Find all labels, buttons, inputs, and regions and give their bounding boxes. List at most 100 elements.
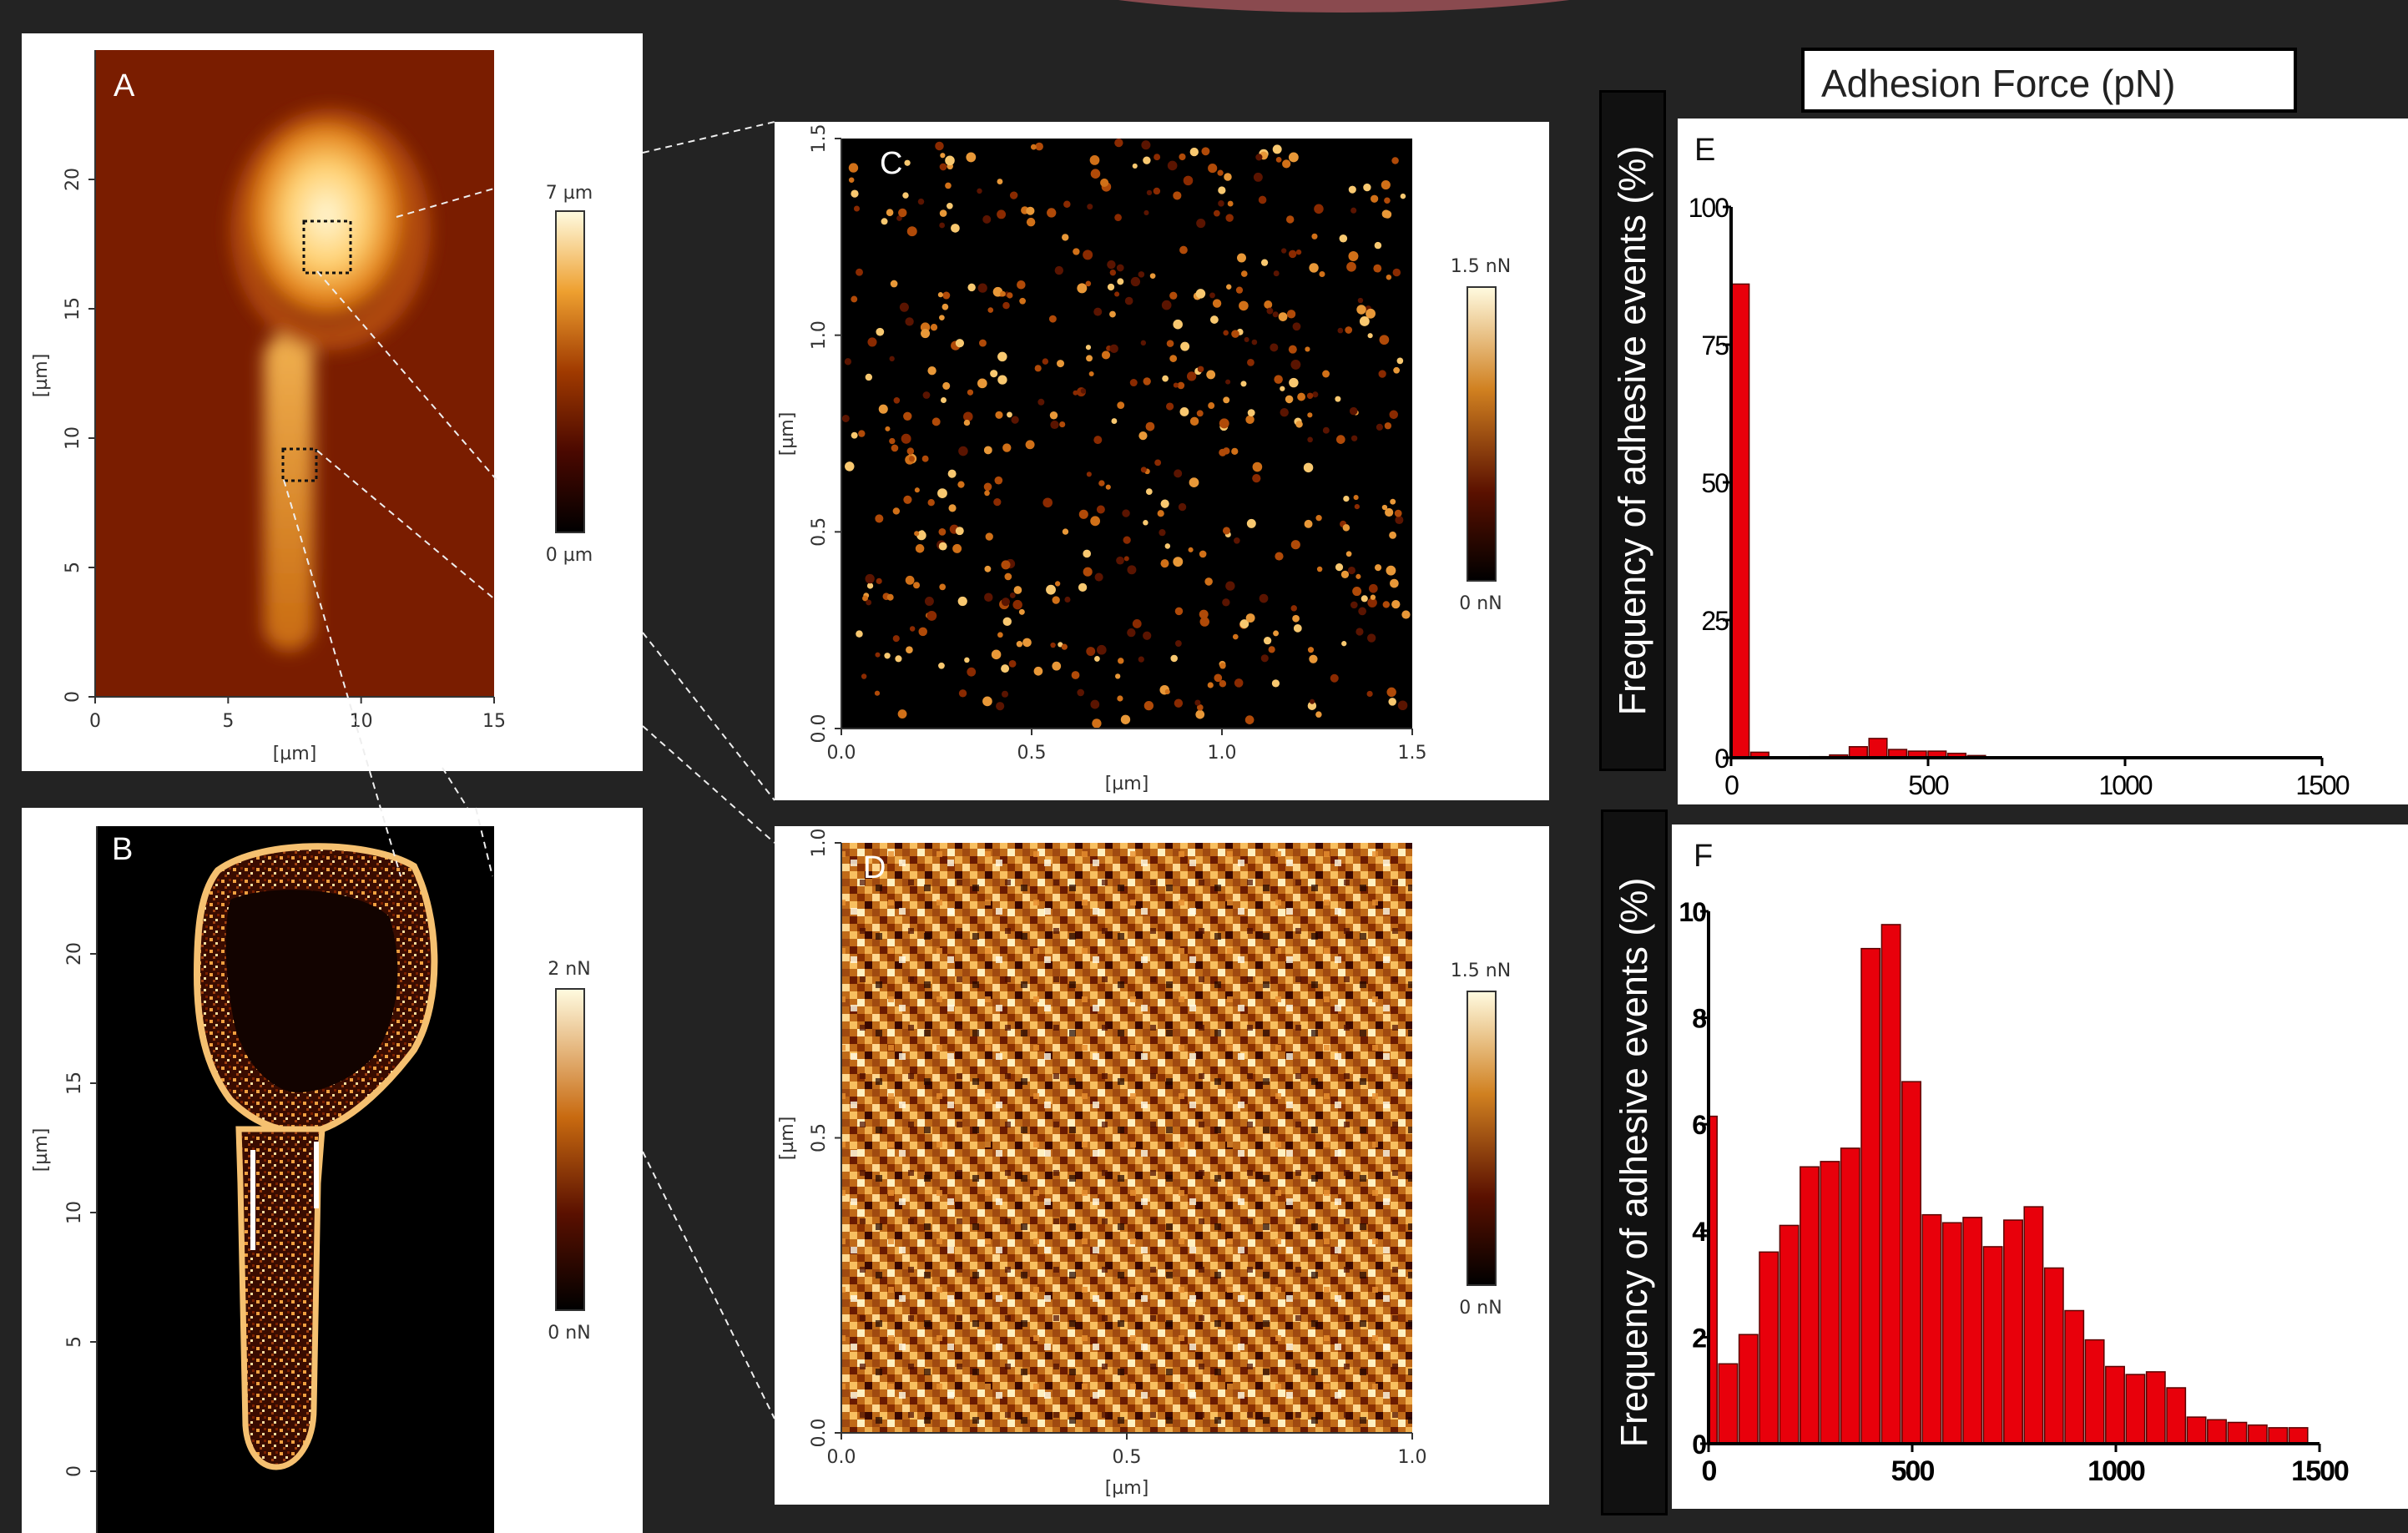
adhesion-point: [957, 481, 965, 488]
adhesion-point: [967, 389, 974, 396]
panel-c-x-tick-label: 1.0: [1208, 743, 1237, 764]
adhesion-point: [1083, 567, 1093, 577]
adhesion-point: [1353, 495, 1359, 501]
panel-c-x-tick-label: 0.0: [827, 743, 856, 764]
panel-a-x-tick-label: 5: [222, 711, 234, 732]
panel-e-y-tick-label: 0: [1714, 744, 1729, 774]
adhesion-point: [1370, 594, 1376, 600]
adhesion-point: [1227, 200, 1234, 207]
adhesion-point: [1077, 688, 1084, 697]
adhesion-point: [906, 226, 917, 237]
adhesion-point: [977, 378, 987, 389]
adhesion-point: [1381, 504, 1388, 511]
adhesion-point: [1088, 371, 1094, 376]
adhesion-point: [1225, 214, 1234, 222]
adhesion-point: [1290, 540, 1300, 550]
panel-f-y-tick-label: 4: [1692, 1217, 1707, 1247]
adhesion-point: [979, 339, 987, 347]
adhesion-point: [1288, 250, 1297, 259]
adhesion-point: [937, 292, 943, 298]
adhesion-point: [1396, 357, 1404, 365]
adhesion-point: [958, 446, 968, 456]
adhesion-point: [1394, 509, 1402, 517]
adhesion-point: [941, 397, 947, 403]
adhesion-point: [1019, 297, 1027, 305]
adhesion-point: [1223, 330, 1229, 336]
panel-d-x-tick-label: 0.0: [827, 1447, 856, 1468]
adhesion-point: [876, 577, 882, 584]
adhesion-point: [1140, 340, 1147, 346]
panel-f-bar: [1921, 1213, 1942, 1445]
adhesion-point: [948, 504, 957, 512]
adhesion-point: [1255, 154, 1263, 161]
adhesion-point: [1207, 682, 1214, 688]
panel-a-y-tick-label: 10: [63, 426, 83, 450]
adhesion-point: [1307, 436, 1313, 443]
adhesion-point: [994, 476, 1003, 485]
adhesion-point: [942, 291, 951, 300]
adhesion-point: [1179, 407, 1189, 416]
adhesion-point: [1392, 268, 1401, 277]
panel-f-bar: [1982, 1246, 2003, 1445]
adhesion-point: [1386, 565, 1396, 576]
adhesion-point: [935, 141, 944, 151]
adhesion-point: [1008, 659, 1017, 668]
adhesion-point: [1059, 421, 1066, 428]
adhesion-point: [1363, 183, 1371, 192]
adhesion-point: [1161, 300, 1172, 310]
adhesion-point: [1162, 375, 1169, 382]
adhesion-point: [889, 437, 896, 445]
adhesion-point: [1251, 339, 1258, 345]
adhesion-point: [1130, 276, 1141, 287]
adhesion-point: [1359, 316, 1370, 326]
panel-f-bars: [1708, 924, 2309, 1445]
adhesion-point: [1143, 377, 1151, 386]
adhesion-point: [1371, 194, 1379, 203]
roi-box-head: [302, 219, 352, 275]
adhesion-point: [926, 610, 937, 621]
cell-adhesion-outline: [193, 843, 438, 1470]
adhesion-point: [940, 153, 946, 159]
adhesion-point: [901, 433, 911, 444]
panel-d-x-tick-label: 0.5: [1113, 1447, 1142, 1468]
adhesion-point: [906, 646, 913, 654]
adhesion-point: [921, 329, 931, 339]
adhesion-point: [1244, 715, 1254, 724]
adhesion-point: [1022, 638, 1032, 648]
adhesion-point: [866, 582, 874, 589]
adhesion-point: [1273, 270, 1280, 277]
adhesion-point: [1013, 586, 1022, 594]
adhesion-point: [1232, 633, 1239, 640]
adhesion-point: [1050, 420, 1059, 430]
adhesion-point: [1105, 484, 1111, 490]
panel-f-x-tick-label: 0: [1702, 1455, 1717, 1487]
adhesion-point: [1071, 671, 1080, 679]
adhesion-point: [1354, 503, 1360, 510]
adhesion-point: [1280, 407, 1289, 417]
adhesion-point: [1358, 607, 1367, 616]
adhesion-point: [1307, 412, 1313, 418]
panel-f-bar: [2125, 1374, 2146, 1445]
adhesion-point: [1275, 552, 1284, 561]
adhesion-point: [1090, 169, 1101, 179]
adhesion-point: [1245, 415, 1254, 425]
adhesion-point: [1292, 322, 1301, 331]
adhesion-point: [1009, 593, 1016, 598]
adhesion-point: [1350, 435, 1358, 441]
panel-b-ylabel: [µm]: [31, 1128, 52, 1172]
adhesion-point: [1109, 344, 1118, 354]
adhesion-point: [984, 490, 990, 497]
adhesion-point: [1034, 365, 1042, 372]
chart-title-box: Adhesion Force (pN): [1801, 48, 2297, 113]
adhesion-point: [1199, 550, 1207, 558]
adhesion-point: [1086, 647, 1096, 656]
panel-d-x-ticks: 0.0 0.5 1.0: [827, 1433, 1427, 1468]
adhesion-point: [1219, 663, 1226, 669]
adhesion-point: [1002, 443, 1012, 452]
panel-f-ylabel-box: Frequency of adhesive events (%): [1601, 809, 1668, 1515]
panel-f-bar: [2023, 1206, 2044, 1445]
adhesion-point: [1042, 358, 1049, 365]
adhesion-point: [1208, 163, 1218, 174]
adhesion-point: [1342, 524, 1350, 532]
